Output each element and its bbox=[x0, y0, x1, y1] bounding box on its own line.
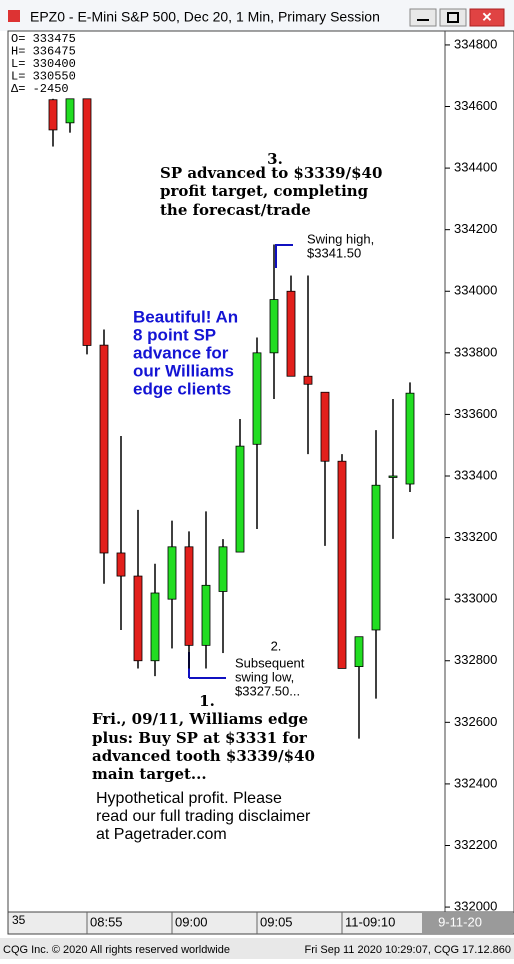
maximize-button[interactable] bbox=[439, 8, 467, 27]
minimize-button[interactable] bbox=[409, 8, 437, 27]
annotation-text: Beautiful! An bbox=[133, 307, 238, 326]
time-axis bbox=[7, 911, 514, 935]
candle-body bbox=[150, 592, 160, 662]
candle-body bbox=[286, 290, 296, 377]
annotation-text: 1. bbox=[199, 692, 215, 710]
date-box bbox=[422, 913, 514, 933]
price-axis bbox=[444, 30, 514, 913]
annotation-text: advance for bbox=[133, 343, 229, 362]
footer-bar bbox=[0, 938, 514, 959]
candle-body bbox=[218, 546, 228, 592]
annotation-text: plus: Buy SP at $3331 for bbox=[92, 729, 308, 747]
annotation-text: edge clients bbox=[133, 379, 231, 398]
footer-left: CQG Inc. © 2020 All rights reserved worl… bbox=[3, 944, 230, 956]
candle-body bbox=[235, 445, 245, 553]
candle-body bbox=[337, 460, 347, 669]
date-label: 9-11-20 bbox=[438, 914, 482, 929]
candle-body bbox=[65, 98, 75, 124]
annotation-text: Subsequent bbox=[235, 655, 305, 670]
window-title: EPZ0 - E-Mini S&P 500, Dec 20, 1 Min, Pr… bbox=[30, 9, 380, 25]
candle-body bbox=[184, 546, 194, 646]
candle-body bbox=[116, 552, 126, 577]
y-tick-label: 333800 bbox=[454, 344, 497, 359]
annotation-text: swing low, bbox=[235, 669, 294, 684]
candle-body bbox=[303, 375, 313, 385]
x-axis-start-label: 35 bbox=[12, 913, 26, 927]
candle-body bbox=[167, 546, 177, 600]
candle-body bbox=[354, 636, 364, 667]
candle-body bbox=[252, 352, 262, 445]
candle-body bbox=[133, 575, 143, 662]
y-tick-label: 333400 bbox=[454, 467, 497, 482]
candle-body bbox=[48, 99, 58, 131]
y-tick-label: 334400 bbox=[454, 160, 497, 175]
x-tick-label: 09:00 bbox=[175, 914, 208, 929]
y-tick-label: 332000 bbox=[454, 899, 497, 914]
y-tick-label: 334000 bbox=[454, 283, 497, 298]
y-tick-label: 332400 bbox=[454, 775, 497, 790]
annotation-text: 3. bbox=[267, 150, 283, 168]
annotation-text: advanced tooth $3339/$40 bbox=[92, 747, 315, 765]
maximize-icon bbox=[447, 12, 459, 23]
info-line: Δ= -2450 bbox=[11, 82, 69, 96]
candle-body bbox=[269, 299, 279, 354]
y-tick-label: 332600 bbox=[454, 714, 497, 729]
annotation-text: Fri., 09/11, Williams edge bbox=[92, 710, 308, 728]
y-tick-label: 333600 bbox=[454, 406, 497, 421]
candle-body bbox=[371, 484, 381, 631]
annotation-text: Swing high, bbox=[307, 231, 374, 246]
app-icon bbox=[8, 10, 20, 22]
annotation-text: 2. bbox=[271, 638, 282, 653]
plot-area bbox=[7, 30, 446, 913]
candle-body bbox=[320, 391, 330, 462]
x-tick-label: 11-09:10 bbox=[345, 914, 395, 929]
annotation-text: at Pagetrader.com bbox=[96, 826, 227, 843]
candle-body bbox=[201, 584, 211, 646]
y-tick-label: 334600 bbox=[454, 98, 497, 113]
annotation-text: main target... bbox=[92, 765, 207, 783]
x-tick-label: 08:55 bbox=[90, 914, 123, 929]
y-tick-label: 333200 bbox=[454, 529, 497, 544]
candle-body bbox=[405, 392, 415, 485]
close-icon: ✕ bbox=[482, 9, 493, 24]
y-tick-label: 332800 bbox=[454, 652, 497, 667]
annotation-text: Hypothetical profit. Please bbox=[96, 790, 282, 807]
annotation-text: $3327.50... bbox=[235, 683, 300, 698]
annotation-text: SP advanced to $3339/$40 bbox=[160, 164, 382, 182]
window-buttons: ✕ bbox=[409, 8, 505, 27]
y-tick-label: 333000 bbox=[454, 591, 497, 606]
info-line: H= 336475 bbox=[11, 45, 76, 59]
footer-right: Fri Sep 11 2020 10:29:07, CQG 17.12.860 bbox=[305, 944, 512, 956]
candle-body bbox=[388, 475, 398, 478]
annotation-text: the forecast/trade bbox=[160, 201, 311, 219]
candle-body bbox=[82, 98, 92, 346]
candle-body bbox=[99, 344, 109, 554]
x-tick-label: 09:05 bbox=[260, 914, 293, 929]
annotation-text: profit target, completing bbox=[160, 182, 369, 200]
y-tick-label: 334800 bbox=[454, 36, 497, 51]
info-line: L= 330550 bbox=[11, 70, 76, 84]
close-button[interactable] bbox=[469, 8, 505, 27]
info-line: L= 330400 bbox=[11, 57, 76, 71]
y-tick-label: 332200 bbox=[454, 837, 497, 852]
info-line: O= 333475 bbox=[11, 32, 76, 46]
annotation-text: 8 point SP bbox=[133, 325, 216, 344]
y-tick-label: 334200 bbox=[454, 221, 497, 236]
annotation-text: our Williams bbox=[133, 361, 234, 380]
annotation-text: $3341.50 bbox=[307, 245, 361, 260]
annotation-text: read our full trading disclaimer bbox=[96, 808, 311, 825]
